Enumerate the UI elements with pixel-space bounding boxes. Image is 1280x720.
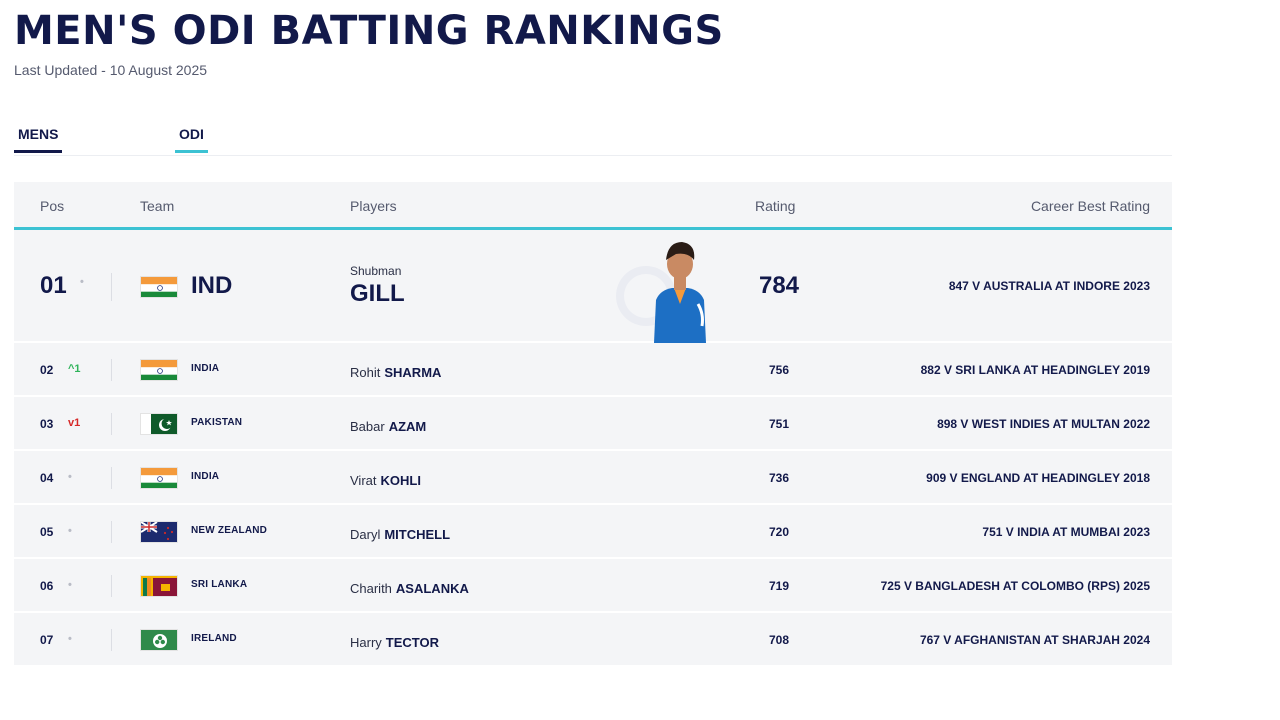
team-name: INDIA xyxy=(191,471,220,482)
table-row[interactable]: 05 • NEW ZEALAND Daryl MITCHELL 720 751 V… xyxy=(14,505,1172,559)
player-name: Babar AZAM xyxy=(350,419,426,434)
career-best: 882 V SRI LANKA AT HEADINGLEY 2019 xyxy=(920,363,1150,377)
position: 01 xyxy=(40,272,67,299)
india-flag-icon xyxy=(140,467,178,489)
player-first-name: Daryl xyxy=(350,527,381,542)
player-last-name: GILL xyxy=(350,280,405,307)
rating: 751 xyxy=(768,417,790,431)
position: 07 xyxy=(40,633,54,647)
player-name: Rohit SHARMA xyxy=(350,365,441,380)
player-first-name: Harry xyxy=(350,635,382,650)
divider xyxy=(111,359,112,381)
movement-indicator: • xyxy=(68,579,72,591)
page-title: MEN'S ODI BATTING RANKINGS xyxy=(14,8,724,54)
table-row-featured[interactable]: 01 • IND Shubman GILL 784 847 V AUSTRALI… xyxy=(14,230,1172,343)
position: 06 xyxy=(40,579,54,593)
career-best: 898 V WEST INDIES AT MULTAN 2022 xyxy=(937,417,1150,431)
player-last-name: TECTOR xyxy=(385,635,439,650)
team-name: NEW ZEALAND xyxy=(191,525,268,536)
player-first-name: Charith xyxy=(350,581,392,596)
divider xyxy=(111,273,112,301)
player-first-name: Shubman xyxy=(350,264,402,278)
career-best: 725 V BANGLADESH AT COLOMBO (RPS) 2025 xyxy=(880,579,1150,593)
team-name: SRI LANKA xyxy=(191,579,248,590)
divider xyxy=(111,467,112,489)
rating: 756 xyxy=(768,363,790,377)
team-name: IRELAND xyxy=(191,633,237,644)
movement-indicator: • xyxy=(68,525,72,537)
player-last-name: MITCHELL xyxy=(384,527,451,542)
table-row[interactable]: 02 ^1 INDIA Rohit SHARMA 756 882 V SRI LA… xyxy=(14,343,1172,397)
table-header: Pos Team Players Rating Career Best Rati… xyxy=(14,182,1172,230)
movement-indicator: ^1 xyxy=(68,363,81,375)
sri-lanka-flag-icon xyxy=(140,575,178,597)
movement-indicator: • xyxy=(68,471,72,483)
rating: 719 xyxy=(768,579,790,593)
india-flag-icon xyxy=(140,276,178,298)
movement-indicator: • xyxy=(80,276,84,288)
career-best: 909 V ENGLAND AT HEADINGLEY 2018 xyxy=(926,471,1150,485)
last-updated: Last Updated - 10 August 2025 xyxy=(14,62,208,78)
india-flag-icon xyxy=(140,359,178,381)
position: 05 xyxy=(40,525,54,539)
movement-indicator: v1 xyxy=(68,417,81,429)
rankings-table: Pos Team Players Rating Career Best Rati… xyxy=(14,182,1172,667)
rating: 784 xyxy=(758,272,800,299)
table-row[interactable]: 07 • IRELAND Harry TECTOR 708 767 V AFGHA… xyxy=(14,613,1172,667)
career-best: 847 V AUSTRALIA AT INDORE 2023 xyxy=(948,279,1150,293)
position: 02 xyxy=(40,363,54,377)
rating: 720 xyxy=(768,525,790,539)
table-row[interactable]: 04 • INDIA Virat KOHLI 736 909 V ENGLAND … xyxy=(14,451,1172,505)
divider xyxy=(111,413,112,435)
player-last-name: KOHLI xyxy=(380,473,421,488)
player-name: Daryl MITCHELL xyxy=(350,527,450,542)
movement-indicator: • xyxy=(68,633,72,645)
career-best: 751 V INDIA AT MUMBAI 2023 xyxy=(982,525,1150,539)
player-name: Charith ASALANKA xyxy=(350,581,469,596)
divider xyxy=(111,575,112,597)
table-row[interactable]: 03 v1 PAKISTAN Babar AZAM 751 898 V WEST … xyxy=(14,397,1172,451)
player-first-name: Rohit xyxy=(350,365,381,380)
player-first-name: Babar xyxy=(350,419,385,434)
pakistan-flag-icon xyxy=(140,413,178,435)
divider xyxy=(111,629,112,651)
rating: 708 xyxy=(768,633,790,647)
team-name: PAKISTAN xyxy=(191,417,243,428)
rating: 736 xyxy=(768,471,790,485)
new-zealand-flag-icon xyxy=(140,521,178,543)
header-rating: Rating xyxy=(755,198,796,214)
player-photo xyxy=(616,234,716,343)
player-name: Harry TECTOR xyxy=(350,635,439,650)
header-team: Team xyxy=(140,198,175,214)
player-last-name: SHARMA xyxy=(384,365,442,380)
player-last-name: ASALANKA xyxy=(395,581,469,596)
player-last-name: AZAM xyxy=(388,419,427,434)
divider xyxy=(111,521,112,543)
team-name: INDIA xyxy=(191,363,220,374)
career-best: 767 V AFGHANISTAN AT SHARJAH 2024 xyxy=(919,633,1150,647)
tab-odi[interactable]: ODI xyxy=(175,126,208,153)
header-career-best: Career Best Rating xyxy=(1030,198,1150,214)
ireland-flag-icon xyxy=(140,629,178,651)
filter-tabs: MENS ODI xyxy=(14,118,1172,156)
player-name: Virat KOHLI xyxy=(350,473,421,488)
team-code: IND xyxy=(191,272,233,299)
position: 03 xyxy=(40,417,54,431)
tab-mens[interactable]: MENS xyxy=(14,126,63,153)
player-first-name: Virat xyxy=(350,473,377,488)
position: 04 xyxy=(40,471,54,485)
table-row[interactable]: 06 • SRI LANKA Charith ASALANKA 719 725 V… xyxy=(14,559,1172,613)
header-players: Players xyxy=(350,198,397,214)
header-pos: Pos xyxy=(40,198,65,214)
